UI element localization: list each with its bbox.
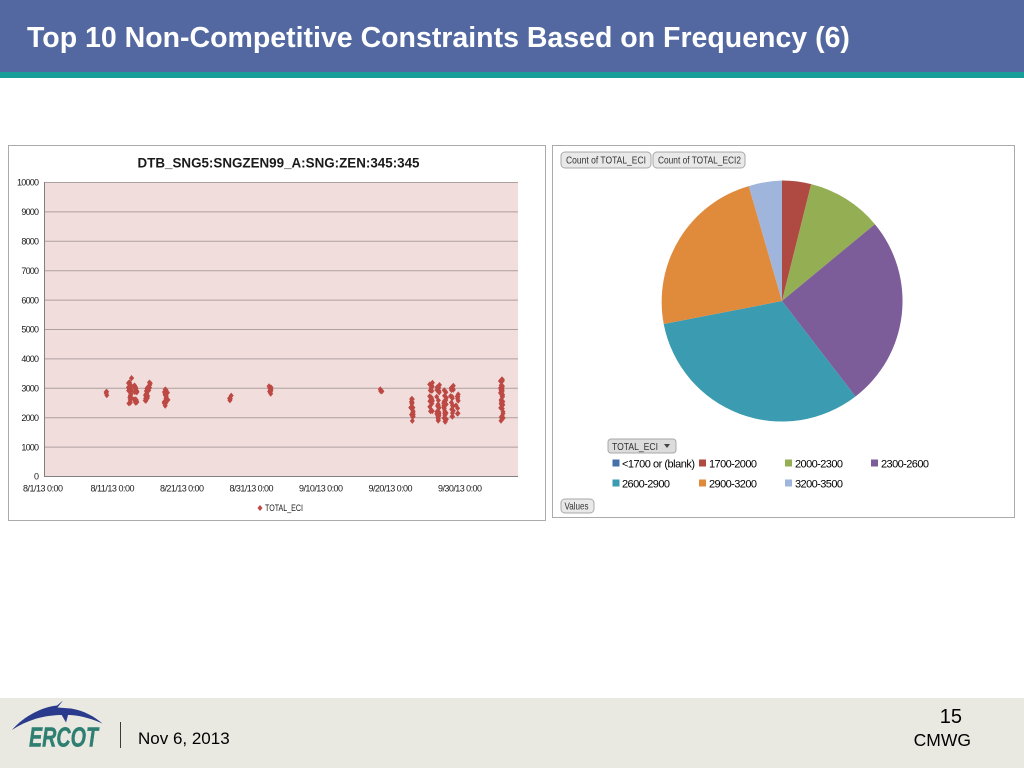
- svg-text:4000: 4000: [21, 354, 39, 364]
- svg-text:TOTAL_ECI: TOTAL_ECI: [265, 503, 303, 513]
- svg-text:<1700 or (blank): <1700 or (blank): [622, 458, 695, 470]
- svg-text:6000: 6000: [21, 295, 39, 305]
- svg-text:2300-2600: 2300-2600: [881, 458, 929, 470]
- svg-text:DTB_SNG5:SNGZEN99_A:SNG:ZEN:34: DTB_SNG5:SNGZEN99_A:SNG:ZEN:345:345: [138, 156, 420, 171]
- svg-text:3200-3500: 3200-3500: [795, 478, 843, 490]
- svg-text:TOTAL_ECI: TOTAL_ECI: [612, 441, 658, 453]
- svg-text:9/30/13 0:00: 9/30/13 0:00: [438, 484, 482, 494]
- svg-text:Values: Values: [565, 501, 589, 513]
- svg-text:8/21/13 0:00: 8/21/13 0:00: [160, 484, 204, 494]
- svg-text:2000-2300: 2000-2300: [795, 458, 843, 470]
- svg-text:9/20/13 0:00: 9/20/13 0:00: [369, 484, 413, 494]
- svg-text:8/1/13 0:00: 8/1/13 0:00: [23, 484, 63, 494]
- svg-text:10000: 10000: [17, 178, 39, 188]
- svg-text:8/11/13 0:00: 8/11/13 0:00: [91, 484, 135, 494]
- svg-text:2000: 2000: [21, 413, 39, 423]
- svg-text:9/10/13 0:00: 9/10/13 0:00: [299, 484, 343, 494]
- svg-text:2900-3200: 2900-3200: [709, 478, 757, 490]
- svg-text:8000: 8000: [21, 237, 39, 247]
- svg-text:0: 0: [34, 472, 39, 482]
- svg-text:1000: 1000: [21, 442, 39, 452]
- svg-text:5000: 5000: [21, 325, 39, 335]
- svg-text:1700-2000: 1700-2000: [709, 458, 757, 470]
- svg-text:2600-2900: 2600-2900: [622, 478, 670, 490]
- svg-text:7000: 7000: [21, 266, 39, 276]
- svg-text:3000: 3000: [21, 384, 39, 394]
- svg-text:Count of TOTAL_ECI2: Count of TOTAL_ECI2: [658, 155, 741, 167]
- svg-text:Count of TOTAL_ECI: Count of TOTAL_ECI: [566, 155, 646, 167]
- svg-text:9000: 9000: [21, 207, 39, 217]
- svg-text:8/31/13 0:00: 8/31/13 0:00: [230, 484, 274, 494]
- svg-text:ERCOT: ERCOT: [29, 722, 100, 753]
